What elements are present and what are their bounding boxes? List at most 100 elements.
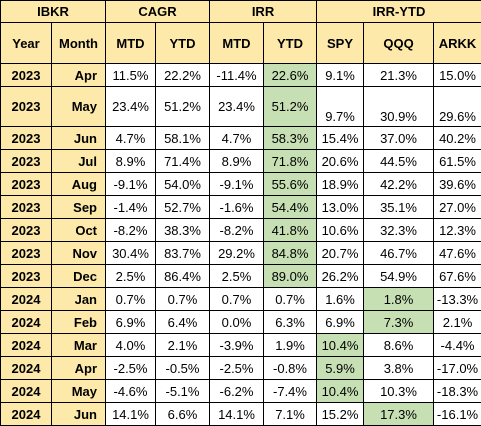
group-header-irr-ytd: IRR-YTD (317, 1, 481, 23)
column-header-cagr-mtd: MTD (106, 23, 156, 64)
cell-year: 2023 (1, 265, 52, 288)
cell-irr-ytd: 41.8% (264, 219, 317, 242)
cell-qqq: 7.3% (364, 311, 434, 334)
group-header-ibkr: IBKR (1, 1, 106, 23)
cell-irr-mtd: -2.5% (210, 357, 264, 380)
cell-year: 2024 (1, 380, 52, 403)
cell-cagr-ytd: -5.1% (156, 380, 210, 403)
cell-spy: 15.4% (317, 127, 364, 150)
cell-month: Jan (52, 288, 106, 311)
cell-cagr-mtd: 8.9% (106, 150, 156, 173)
cell-cagr-mtd: 30.4% (106, 242, 156, 265)
cell-cagr-ytd: 86.4% (156, 265, 210, 288)
cell-irr-ytd: 6.3% (264, 311, 317, 334)
cell-arkk: -4.4% (434, 334, 481, 357)
cell-cagr-mtd: -9.1% (106, 173, 156, 196)
cell-year: 2023 (1, 87, 52, 127)
column-header-irr-mtd: MTD (210, 23, 264, 64)
column-header-cagr-ytd: YTD (156, 23, 210, 64)
cell-spy: 10.4% (317, 380, 364, 403)
cell-spy: 1.6% (317, 288, 364, 311)
cell-spy: 6.9% (317, 311, 364, 334)
cell-year: 2023 (1, 196, 52, 219)
cell-month: Aug (52, 173, 106, 196)
cell-arkk: 15.0% (434, 64, 481, 87)
cell-arkk: 67.6% (434, 265, 481, 288)
cell-irr-ytd: 55.6% (264, 173, 317, 196)
cell-irr-ytd: -0.8% (264, 357, 317, 380)
cell-irr-mtd: -9.1% (210, 173, 264, 196)
cell-cagr-mtd: 14.1% (106, 403, 156, 426)
cell-cagr-mtd: 4.0% (106, 334, 156, 357)
cell-spy: 20.6% (317, 150, 364, 173)
cell-year: 2023 (1, 173, 52, 196)
cell-irr-ytd: -7.4% (264, 380, 317, 403)
cell-arkk: 2.1% (434, 311, 481, 334)
cell-irr-mtd: 4.7% (210, 127, 264, 150)
cell-year: 2023 (1, 127, 52, 150)
cell-month: Jul (52, 150, 106, 173)
cell-month: Jun (52, 403, 106, 426)
cell-qqq: 32.3% (364, 219, 434, 242)
cell-month: Feb (52, 311, 106, 334)
cell-month: Dec (52, 265, 106, 288)
cell-cagr-mtd: 4.7% (106, 127, 156, 150)
cell-irr-ytd: 84.8% (264, 242, 317, 265)
cell-irr-ytd: 51.2% (264, 87, 317, 127)
cell-arkk: 29.6% (434, 87, 481, 127)
cell-qqq: 44.5% (364, 150, 434, 173)
cell-spy: 9.1% (317, 64, 364, 87)
cell-spy: 5.9% (317, 357, 364, 380)
cell-cagr-ytd: 2.1% (156, 334, 210, 357)
cell-irr-mtd: -1.6% (210, 196, 264, 219)
cell-cagr-ytd: 0.7% (156, 288, 210, 311)
cell-qqq: 35.1% (364, 196, 434, 219)
cell-cagr-ytd: 58.1% (156, 127, 210, 150)
cell-qqq: 17.3% (364, 403, 434, 426)
cell-arkk: -18.3% (434, 380, 481, 403)
cell-month: Sep (52, 196, 106, 219)
cell-month: May (52, 87, 106, 127)
cell-spy: 20.7% (317, 242, 364, 265)
cell-year: 2024 (1, 334, 52, 357)
cell-month: Apr (52, 64, 106, 87)
cell-arkk: 47.6% (434, 242, 481, 265)
cell-cagr-mtd: -1.4% (106, 196, 156, 219)
cell-spy: 13.0% (317, 196, 364, 219)
cell-irr-ytd: 54.4% (264, 196, 317, 219)
cell-arkk: 39.6% (434, 173, 481, 196)
cell-irr-mtd: 23.4% (210, 87, 264, 127)
cell-month: Nov (52, 242, 106, 265)
cell-cagr-ytd: 6.6% (156, 403, 210, 426)
cell-cagr-ytd: 52.7% (156, 196, 210, 219)
cell-year: 2023 (1, 219, 52, 242)
cell-irr-mtd: 0.0% (210, 311, 264, 334)
cell-qqq: 37.0% (364, 127, 434, 150)
cell-cagr-mtd: 11.5% (106, 64, 156, 87)
cell-month: Jun (52, 127, 106, 150)
cell-cagr-mtd: 0.7% (106, 288, 156, 311)
cell-cagr-mtd: -8.2% (106, 219, 156, 242)
cell-year: 2024 (1, 357, 52, 380)
cell-month: Mar (52, 334, 106, 357)
cell-qqq: 46.7% (364, 242, 434, 265)
cell-irr-ytd: 58.3% (264, 127, 317, 150)
column-header-irr-ytd: YTD (264, 23, 317, 64)
cell-spy: 26.2% (317, 265, 364, 288)
cell-irr-ytd: 1.9% (264, 334, 317, 357)
cell-month: Apr (52, 357, 106, 380)
cell-qqq: 8.6% (364, 334, 434, 357)
cell-cagr-ytd: 71.4% (156, 150, 210, 173)
cell-spy: 18.9% (317, 173, 364, 196)
cell-year: 2024 (1, 288, 52, 311)
cell-irr-ytd: 0.7% (264, 288, 317, 311)
